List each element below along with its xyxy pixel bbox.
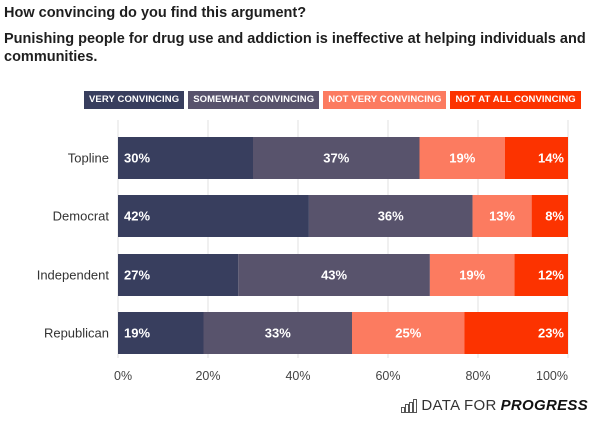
bar-value-label: 23% xyxy=(538,326,564,341)
x-tick-label: 60% xyxy=(375,369,400,383)
x-tick-label: 0% xyxy=(114,369,132,383)
bar-segment xyxy=(253,137,420,179)
bar-segment xyxy=(118,137,253,179)
category-label: Topline xyxy=(68,151,109,166)
brand-logo: DATA FOR PROGRESS xyxy=(401,397,588,414)
bar-value-label: 27% xyxy=(124,268,150,283)
bar-value-label: 37% xyxy=(323,151,349,166)
category-label: Democrat xyxy=(53,209,110,224)
chart-title: How convincing do you find this argument… xyxy=(4,5,307,21)
bar-segment xyxy=(419,137,505,179)
x-tick-label: 20% xyxy=(195,369,220,383)
bar-segment xyxy=(531,195,568,237)
bar-value-label: 42% xyxy=(124,209,150,224)
legend-item-not-very-convincing: NOT VERY CONVINCING xyxy=(323,91,447,109)
bar-segment xyxy=(118,195,309,237)
bar-segment xyxy=(308,195,473,237)
bar-value-label: 8% xyxy=(545,209,564,224)
category-label: Independent xyxy=(37,268,110,283)
bar-value-label: 30% xyxy=(124,151,150,166)
bar-value-label: 36% xyxy=(378,209,404,224)
category-label: Republican xyxy=(44,326,109,341)
bar-value-label: 14% xyxy=(538,151,564,166)
bar-value-label: 19% xyxy=(459,268,485,283)
x-tick-label: 40% xyxy=(285,369,310,383)
bar-value-label: 19% xyxy=(124,326,150,341)
bar-segment xyxy=(472,195,532,237)
bar-chart-icon xyxy=(401,398,418,413)
legend-item-not-at-all-convincing: NOT AT ALL CONVINCING xyxy=(450,91,581,109)
bar-value-label: 25% xyxy=(395,326,421,341)
legend-item-very-convincing: VERY CONVINCING xyxy=(84,91,185,109)
bar-segment xyxy=(352,312,465,354)
bar-value-label: 13% xyxy=(489,209,515,224)
bar-segment xyxy=(203,312,352,354)
brand-name-light: DATA FOR xyxy=(421,397,497,414)
bar-value-label: 12% xyxy=(538,268,564,283)
bar-segment xyxy=(464,312,568,354)
bar-value-label: 43% xyxy=(321,268,347,283)
chart-subtitle: Punishing people for drug use and addict… xyxy=(4,31,586,65)
bar-segment xyxy=(429,254,515,296)
bar-segment xyxy=(118,312,204,354)
brand-name-bold: PROGRESS xyxy=(500,397,588,414)
bar-segment xyxy=(118,254,239,296)
legend: VERY CONVINCING SOMEWHAT CONVINCING NOT … xyxy=(84,91,581,109)
bar-segment xyxy=(238,254,430,296)
x-tick-label: 80% xyxy=(465,369,490,383)
x-tick-label: 100% xyxy=(536,369,568,383)
legend-item-somewhat-convincing: SOMEWHAT CONVINCING xyxy=(188,91,320,109)
bar-value-label: 33% xyxy=(265,326,291,341)
bar-value-label: 19% xyxy=(449,151,475,166)
bar-segment xyxy=(514,254,568,296)
bar-segment xyxy=(505,137,568,179)
